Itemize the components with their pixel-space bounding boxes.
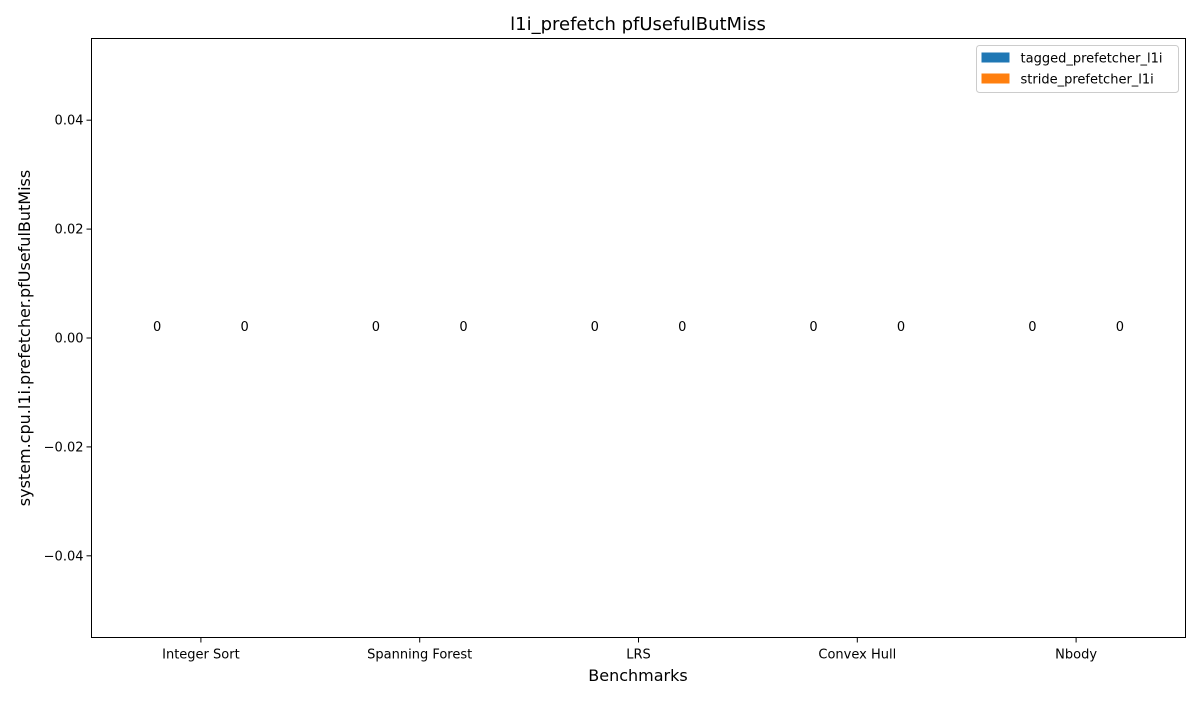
data-label: 0 [591,320,599,335]
y-tick-label: 0.04 [55,114,84,129]
data-label: 0 [241,320,249,335]
plot-area: −0.04 −0.02 0.00 0.02 0.04 Integer Sort 0 0 Span… [44,114,1124,663]
legend-swatch [981,52,1010,63]
x-tick-label: Nbody [1055,648,1097,663]
y-axis-label: system.cpu.l1i.prefetcher.pfUsefulButMis… [15,170,34,506]
y-tick-label: −0.04 [44,549,84,564]
legend-swatch [981,73,1010,84]
legend-label: tagged_prefetcher_l1i [1021,52,1163,67]
x-tick-label: Spanning Forest [367,648,472,663]
data-label: 0 [1028,320,1036,335]
chart-title: l1i_prefetch pfUsefulButMiss [510,14,766,35]
x-axis-label: Benchmarks [588,666,687,685]
data-label: 0 [372,320,380,335]
y-tick-label: −0.02 [44,440,84,455]
legend: tagged_prefetcher_l1i stride_prefetcher_l… [976,45,1179,93]
data-label: 0 [678,320,686,335]
x-tick-label: LRS [626,648,651,663]
legend-label: stride_prefetcher_l1i [1021,73,1154,88]
y-tick-label: 0.02 [55,223,84,238]
data-label: 0 [897,320,905,335]
plot-frame [91,38,1186,638]
x-tick-label: Convex Hull [818,648,896,663]
legend-box [976,45,1179,93]
y-tick-label: 0.00 [55,332,84,347]
data-label: 0 [809,320,817,335]
data-label: 0 [459,320,467,335]
data-label: 0 [153,320,161,335]
data-label: 0 [1116,320,1124,335]
x-tick-label: Integer Sort [162,648,240,663]
